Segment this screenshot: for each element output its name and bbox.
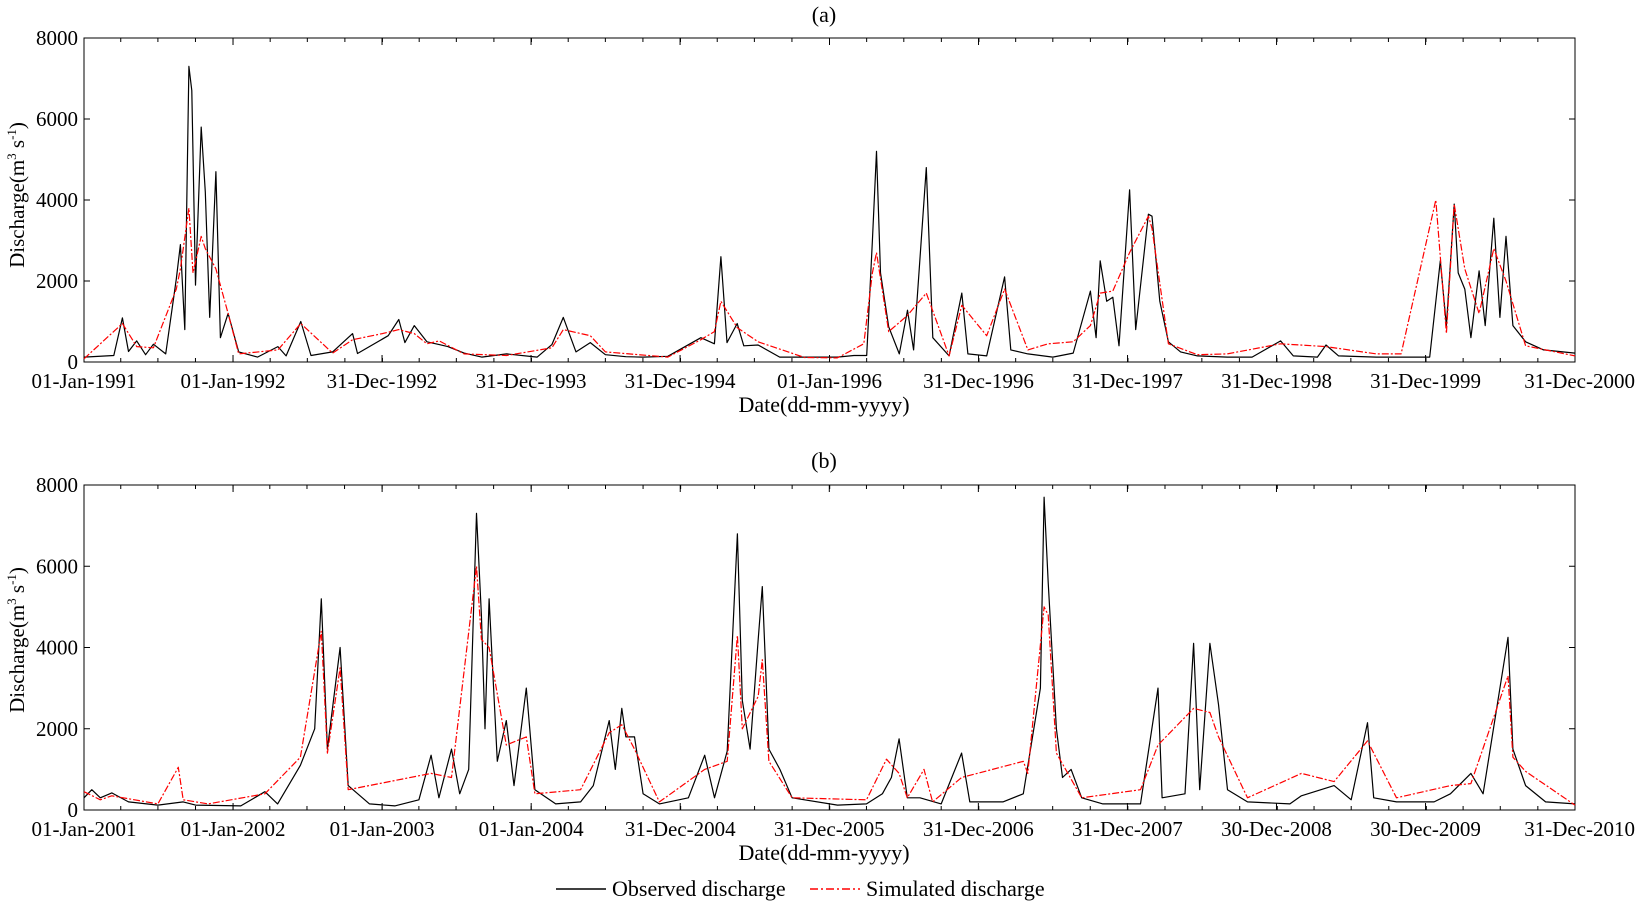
y-tick-label: 2000 xyxy=(36,717,78,741)
y-tick-label: 0 xyxy=(68,350,79,374)
x-tick-label: 30-Dec-2008 xyxy=(1221,817,1332,841)
y-tick-label: 4000 xyxy=(36,188,78,212)
observed-discharge-line xyxy=(83,496,1576,807)
panel-a-title: (a) xyxy=(812,2,836,27)
x-tick-label: 31-Dec-2005 xyxy=(774,817,885,841)
x-tick-label: 31-Dec-1996 xyxy=(923,369,1034,393)
panel-b-title: (b) xyxy=(811,448,837,473)
simulated-discharge-line xyxy=(83,199,1576,360)
x-tick-label: 31-Dec-1997 xyxy=(1072,369,1183,393)
x-tick-label: 31-Dec-2010 xyxy=(1524,817,1635,841)
y-tick-label: 0 xyxy=(68,798,79,822)
x-tick-label: 31-Dec-2000 xyxy=(1524,369,1635,393)
x-tick-label: 01-Jan-1996 xyxy=(777,369,882,393)
y-tick-label: 6000 xyxy=(36,554,78,578)
panel-a: (a) Date(dd-mm-yyyy) Discharge(m3 s-1) 0… xyxy=(4,2,1635,417)
y-tick-label: 2000 xyxy=(36,269,78,293)
x-tick-label: 01-Jan-1991 xyxy=(32,369,137,393)
panel-a-ylabel: Discharge(m3 s-1) xyxy=(4,122,29,268)
y-tick-label: 8000 xyxy=(36,26,78,50)
panel-b: (b) Date(dd-mm-yyyy) Discharge(m3 s-1) 0… xyxy=(4,448,1635,865)
y-tick-label: 4000 xyxy=(36,636,78,660)
legend: Observed discharge Simulated discharge xyxy=(556,876,1045,901)
y-tick-label: 8000 xyxy=(36,473,78,497)
plot-frame xyxy=(83,37,1576,363)
simulated-discharge-line xyxy=(83,565,1576,806)
panel-b-xlabel: Date(dd-mm-yyyy) xyxy=(738,840,909,865)
x-tick-label: 31-Dec-1998 xyxy=(1221,369,1332,393)
x-tick-label: 31-Dec-1999 xyxy=(1370,369,1481,393)
x-tick-label: 31-Dec-1994 xyxy=(625,369,736,393)
x-tick-label: 31-Dec-2007 xyxy=(1072,817,1183,841)
x-tick-label: 30-Dec-2009 xyxy=(1370,817,1481,841)
x-tick-label: 01-Jan-2004 xyxy=(479,817,584,841)
x-tick-label: 01-Jan-2001 xyxy=(32,817,137,841)
legend-simulated-label: Simulated discharge xyxy=(866,876,1045,901)
y-tick-label: 6000 xyxy=(36,107,78,131)
x-tick-label: 01-Jan-2002 xyxy=(181,817,286,841)
x-tick-label: 31-Dec-1993 xyxy=(476,369,587,393)
x-tick-label: 31-Dec-2004 xyxy=(625,817,736,841)
x-tick-label: 01-Jan-1992 xyxy=(181,369,286,393)
x-tick-label: 01-Jan-2003 xyxy=(330,817,435,841)
observed-discharge-line xyxy=(83,65,1576,358)
panel-b-ylabel: Discharge(m3 s-1) xyxy=(4,567,29,713)
x-tick-label: 31-Dec-2006 xyxy=(923,817,1034,841)
legend-observed-label: Observed discharge xyxy=(612,876,786,901)
x-tick-label: 31-Dec-1992 xyxy=(327,369,438,393)
panel-a-xlabel: Date(dd-mm-yyyy) xyxy=(738,392,909,417)
